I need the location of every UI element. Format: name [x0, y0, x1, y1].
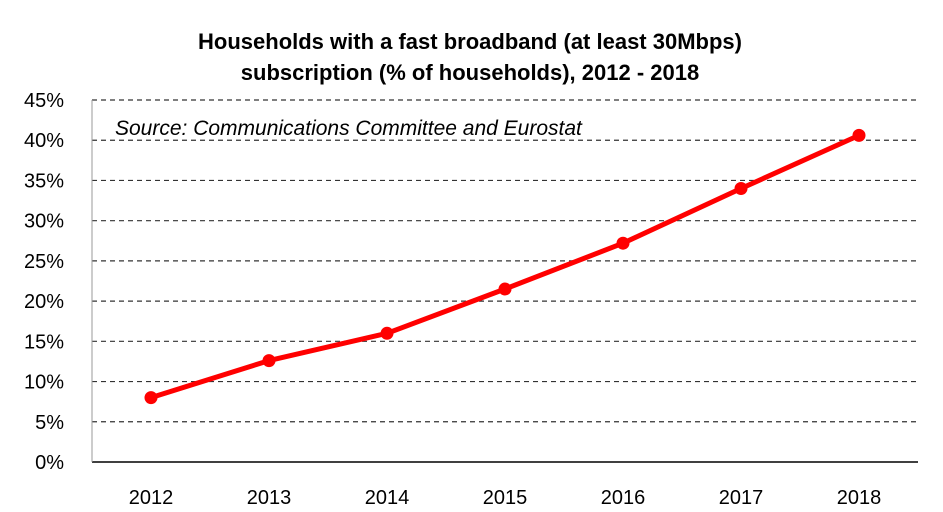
x-tick-label: 2012 — [129, 487, 174, 509]
y-tick-label: 25% — [24, 251, 64, 273]
chart-title-line-2: subscription (% of households), 2012 - 2… — [241, 60, 699, 85]
x-tick-label: 2018 — [837, 487, 882, 509]
data-point — [144, 391, 158, 405]
data-point — [734, 181, 748, 195]
x-tick-label: 2013 — [247, 487, 292, 509]
x-tick-label: 2016 — [601, 487, 646, 509]
x-tick-label: 2014 — [365, 487, 410, 509]
y-tick-label: 45% — [24, 90, 64, 112]
y-tick-label: 20% — [24, 291, 64, 313]
x-tick-label: 2017 — [719, 487, 764, 509]
y-tick-label: 0% — [35, 452, 64, 474]
data-point — [498, 282, 512, 296]
chart-title-line-1: Households with a fast broadband (at lea… — [198, 29, 742, 54]
y-tick-label: 15% — [24, 331, 64, 353]
y-tick-label: 40% — [24, 130, 64, 152]
y-axis-tick-labels: 0% 5% 10% 15% 20% 25% 30% 35% 40% 45% — [24, 90, 64, 474]
x-axis-tick-labels: 2012 2013 2014 2015 2016 2017 2018 — [129, 487, 882, 509]
x-tick-label: 2015 — [483, 487, 528, 509]
y-tick-label: 5% — [35, 412, 64, 434]
data-point — [852, 128, 866, 142]
y-tick-label: 30% — [24, 211, 64, 233]
data-point — [616, 236, 630, 250]
series-line — [148, 132, 862, 401]
data-point — [380, 326, 394, 340]
y-tick-label: 10% — [24, 372, 64, 394]
data-point — [262, 354, 276, 368]
y-tick-label: 35% — [24, 170, 64, 192]
source-annotation: Source: Communications Committee and Eur… — [115, 117, 583, 140]
gridlines — [92, 99, 918, 423]
series-layer — [144, 128, 866, 405]
